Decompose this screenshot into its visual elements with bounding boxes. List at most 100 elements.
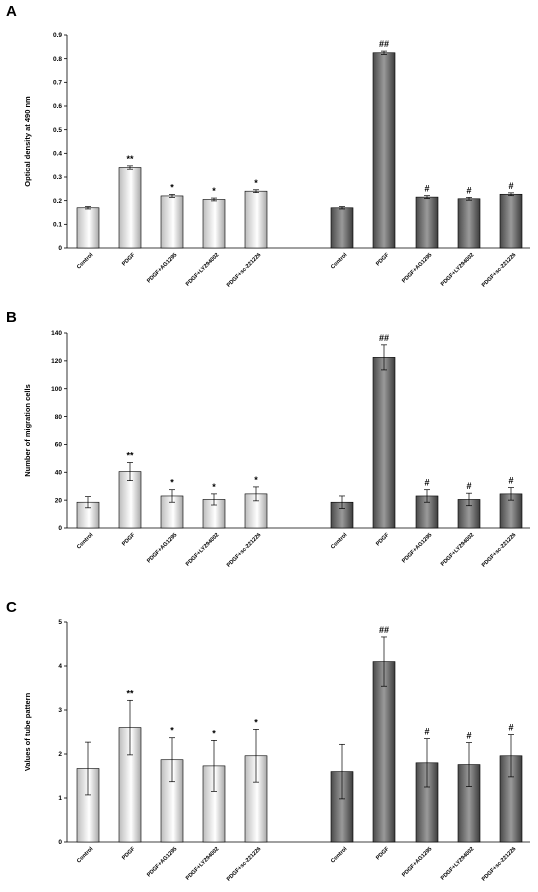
significance-label: * xyxy=(170,726,174,736)
x-tick-label: PDGF+LY294002 xyxy=(185,846,220,881)
chart-panel-a: A Optical density at 490 nm 0 0.1 0.2 0.3 0.4 0… xyxy=(6,3,530,289)
x-tick-label: PDGF+sc-221226 xyxy=(226,252,262,288)
x-tick-label: Control xyxy=(76,532,95,551)
y-tick-label: 100 xyxy=(51,386,62,393)
significance-label: ** xyxy=(126,154,134,164)
significance-label: ## xyxy=(379,333,389,343)
y-tick-label: 140 xyxy=(51,330,62,337)
y-tick-label: 20 xyxy=(55,497,63,504)
x-tick-label: PDGF+AG1295 xyxy=(401,252,433,284)
y-tick-label: 0.2 xyxy=(53,198,62,205)
x-tick-label: PDGF+sc-221226 xyxy=(226,846,262,882)
bar xyxy=(160,195,184,249)
x-tick-label: PDGF xyxy=(375,846,391,862)
significance-label: # xyxy=(466,185,471,195)
y-tick-label: 1 xyxy=(58,795,62,802)
x-tick-label: PDGF xyxy=(375,532,391,548)
bar xyxy=(457,198,481,249)
panel-letter: C xyxy=(6,599,17,616)
significance-label: # xyxy=(424,478,429,488)
bar xyxy=(372,52,396,249)
significance-label: # xyxy=(466,731,471,741)
panel-letter: A xyxy=(6,3,17,20)
x-tick-label: PDGF+sc-221226 xyxy=(481,532,517,568)
y-tick-label: 5 xyxy=(58,619,62,626)
x-tick-label: PDGF+AG1295 xyxy=(401,846,433,878)
y-axis-title: Values of tube pattern xyxy=(23,692,32,771)
y-tick-label: 4 xyxy=(58,663,62,670)
significance-label: ## xyxy=(379,39,389,49)
x-tick-label: PDGF+LY294002 xyxy=(185,532,220,567)
y-axis-title: Number of migration cells xyxy=(23,384,32,477)
y-tick-label: 3 xyxy=(58,707,62,714)
significance-label: * xyxy=(170,478,174,488)
significance-label: # xyxy=(424,727,429,737)
y-tick-label: 0 xyxy=(58,839,62,846)
panel-letter: B xyxy=(6,309,17,326)
y-tick-label: 2 xyxy=(58,751,62,758)
x-tick-label: Control xyxy=(330,846,349,865)
x-tick-label: PDGF+sc-221226 xyxy=(481,252,517,288)
bar xyxy=(202,199,226,249)
x-tick-label: PDGF xyxy=(121,532,137,548)
significance-label: ** xyxy=(126,451,134,461)
significance-label: # xyxy=(424,184,429,194)
significance-label: * xyxy=(212,186,216,196)
y-tick-label: 0.1 xyxy=(53,222,62,229)
x-tick-label: PDGF xyxy=(121,846,137,862)
significance-label: # xyxy=(466,481,471,491)
significance-label: ** xyxy=(126,688,134,698)
x-tick-label: PDGF+LY294002 xyxy=(440,532,475,567)
bar xyxy=(244,190,268,249)
x-tick-label: PDGF+AG1295 xyxy=(146,252,178,284)
x-tick-label: Control xyxy=(330,532,349,551)
x-tick-label: PDGF+LY294002 xyxy=(440,252,475,287)
chart-panel-b: B Number of migration cells 0 20 40 60 80 100 12… xyxy=(6,309,530,569)
x-tick-label: PDGF+LY294002 xyxy=(185,252,220,287)
x-tick-label: PDGF+AG1295 xyxy=(401,532,433,564)
significance-label: * xyxy=(212,482,216,492)
significance-label: * xyxy=(212,728,216,738)
y-tick-label: 40 xyxy=(55,469,63,476)
bar xyxy=(330,207,354,249)
x-tick-label: PDGF+sc-221226 xyxy=(481,846,517,882)
y-tick-label: 0.5 xyxy=(53,127,62,134)
y-tick-label: 0 xyxy=(58,245,62,252)
y-tick-label: 0.4 xyxy=(53,151,62,158)
significance-label: # xyxy=(508,476,513,486)
significance-label: # xyxy=(508,723,513,733)
y-tick-label: 0.8 xyxy=(53,56,62,63)
significance-label: * xyxy=(254,717,258,727)
y-tick-label: 0 xyxy=(58,525,62,532)
bar xyxy=(415,196,439,249)
bar xyxy=(372,661,396,843)
y-tick-label: 0.9 xyxy=(53,32,62,39)
y-tick-label: 60 xyxy=(55,442,63,449)
bar xyxy=(76,207,100,249)
significance-label: * xyxy=(254,178,258,188)
x-tick-label: Control xyxy=(76,252,95,271)
significance-label: ## xyxy=(379,625,389,635)
x-tick-label: Control xyxy=(76,846,95,865)
y-tick-label: 120 xyxy=(51,358,62,365)
x-tick-label: PDGF xyxy=(121,252,137,268)
x-tick-label: Control xyxy=(330,252,349,271)
y-tick-label: 0.6 xyxy=(53,103,62,110)
x-tick-label: PDGF+AG1295 xyxy=(146,532,178,564)
significance-label: # xyxy=(508,181,513,191)
x-tick-label: PDGF+sc-221226 xyxy=(226,532,262,568)
y-tick-label: 80 xyxy=(55,414,63,421)
significance-label: * xyxy=(254,475,258,485)
x-tick-label: PDGF+AG1295 xyxy=(146,846,178,878)
y-axis-title: Optical density at 490 nm xyxy=(23,96,32,187)
x-tick-label: PDGF+LY294002 xyxy=(440,846,475,881)
bar xyxy=(372,357,396,529)
y-tick-label: 0.3 xyxy=(53,174,62,181)
bar xyxy=(118,167,142,249)
significance-label: * xyxy=(170,183,174,193)
bar xyxy=(499,193,523,249)
y-tick-label: 0.7 xyxy=(53,80,62,87)
x-tick-label: PDGF xyxy=(375,252,391,268)
